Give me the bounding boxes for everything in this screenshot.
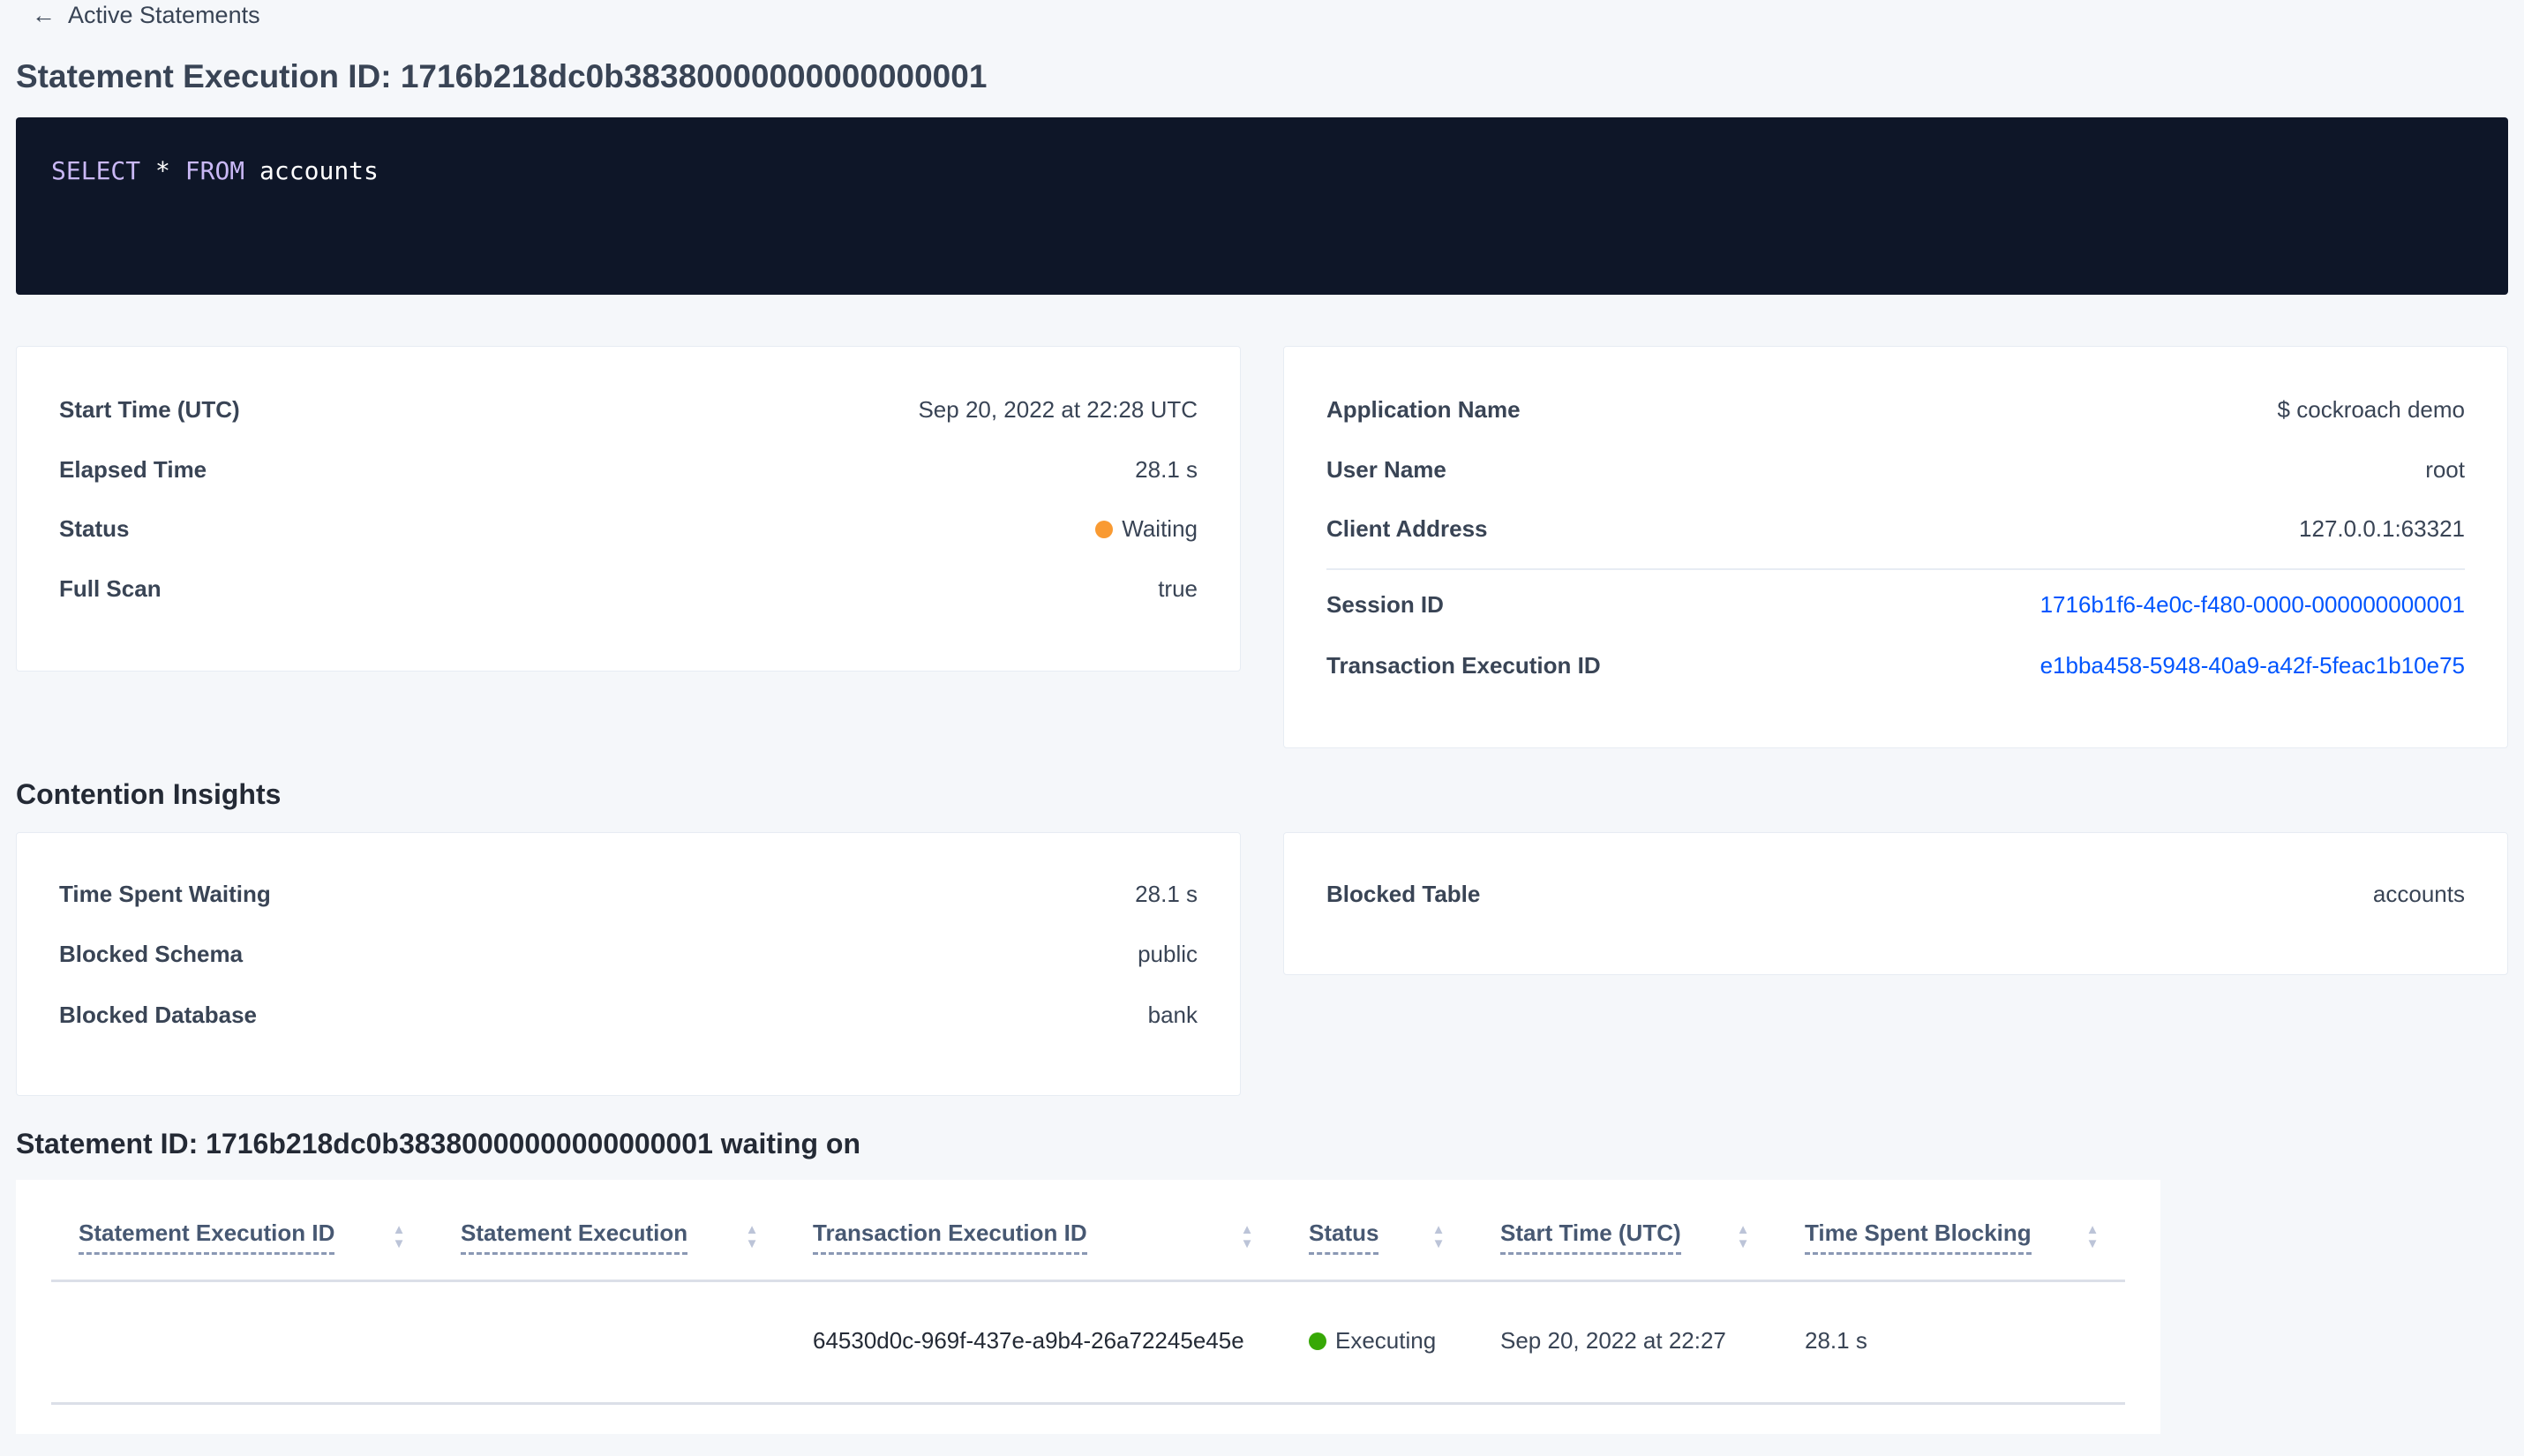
header-divider (51, 1280, 2125, 1282)
cell-time-blocking: 28.1 s (1805, 1327, 1867, 1354)
detail-label: Start Time (UTC) (59, 396, 240, 423)
section-title: Contention Insights (16, 778, 282, 810)
detail-label: Time Spent Waiting (59, 881, 271, 907)
detail-label: Blocked Schema (59, 941, 244, 967)
detail-row: Transaction Execution ID e1bba458-5948-40… (1326, 650, 2465, 680)
detail-row: Session ID 1716b1f6-4e0c-f480-0000-000000… (1326, 589, 2465, 619)
detail-row: Blocked Database bank (59, 1000, 1198, 1030)
detail-value: true (1158, 575, 1198, 602)
sql-table: accounts (259, 156, 379, 185)
detail-row: Start Time (UTC) Sep 20, 2022 at 22:28 UT… (59, 394, 1198, 424)
transaction-id-link[interactable]: e1bba458-5948-40a9-a42f-5feac1b10e75 (2039, 652, 2465, 679)
detail-row: Elapsed Time 28.1 s (59, 454, 1198, 484)
detail-label: User Name (1326, 456, 1446, 483)
contention-card-right: Blocked Table accounts (1283, 832, 2508, 975)
waiting-table (16, 1180, 2160, 1434)
column-header[interactable]: Transaction Execution ID (813, 1220, 1087, 1255)
arrow-left-icon: ← (32, 2, 56, 28)
status-text: Executing (1335, 1327, 1437, 1354)
detail-value: 28.1 s (1135, 881, 1198, 907)
column-header[interactable]: Status (1309, 1220, 1379, 1255)
column-header[interactable]: Time Spent Blocking (1805, 1220, 2032, 1255)
detail-value: accounts (2372, 881, 2465, 907)
sql-keyword: FROM (184, 156, 245, 185)
detail-value: root (2425, 456, 2465, 483)
detail-value: 28.1 s (1135, 456, 1198, 483)
detail-label: Client Address (1326, 515, 1488, 542)
detail-label: Application Name (1326, 396, 1521, 423)
sql-star: * (155, 156, 170, 185)
detail-row: User Name root (1326, 454, 2465, 484)
detail-value: 127.0.0.1:63321 (2299, 515, 2465, 542)
detail-row: Full Scan true (59, 574, 1198, 604)
detail-label: Session ID (1326, 591, 1444, 618)
status-badge: Waiting (1095, 514, 1198, 544)
detail-label: Full Scan (59, 575, 162, 602)
details-card-right: Application Name $ cockroach demo User Na… (1283, 346, 2508, 748)
divider (1326, 568, 2465, 570)
detail-label: Blocked Database (59, 1002, 257, 1028)
sql-keyword: SELECT (51, 156, 141, 185)
row-divider (51, 1402, 2125, 1405)
session-id-link[interactable]: 1716b1f6-4e0c-f480-0000-000000000001 (2039, 591, 2465, 618)
sort-icon[interactable]: ▲ ▼ (392, 1222, 406, 1251)
sql-code-block: SELECT * FROM accounts (16, 117, 2508, 295)
sort-icon[interactable]: ▲ ▼ (1431, 1222, 1446, 1251)
column-header[interactable]: Statement Execution (461, 1220, 688, 1255)
detail-label: Blocked Table (1326, 881, 1481, 907)
detail-value: $ cockroach demo (2277, 396, 2465, 423)
cell-status: Executing (1309, 1327, 1436, 1355)
status-text: Waiting (1122, 515, 1198, 542)
detail-row: Blocked Table accounts (1326, 879, 2465, 909)
cell-txn-exec-id: 64530d0c-969f-437e-a9b4-26a72245e45e (813, 1327, 1244, 1354)
detail-row: Client Address 127.0.0.1:63321 (1326, 514, 2465, 544)
column-header[interactable]: Start Time (UTC) (1500, 1220, 1681, 1255)
back-link[interactable]: ← Active Statements (32, 2, 260, 28)
waiting-title: Statement ID: 1716b218dc0b38380000000000… (16, 1128, 860, 1160)
detail-value: bank (1147, 1002, 1198, 1028)
sort-icon[interactable]: ▲ ▼ (745, 1222, 759, 1251)
sort-icon[interactable]: ▲ ▼ (2085, 1222, 2100, 1251)
detail-label: Status (59, 515, 130, 542)
detail-value: public (1138, 941, 1198, 967)
detail-row: Blocked Schema public (59, 939, 1198, 969)
column-header[interactable]: Statement Execution ID (79, 1220, 335, 1255)
detail-label: Transaction Execution ID (1326, 652, 1601, 679)
detail-row: Application Name $ cockroach demo (1326, 394, 2465, 424)
detail-label: Elapsed Time (59, 456, 207, 483)
sort-icon[interactable]: ▲ ▼ (1736, 1222, 1750, 1251)
sort-icon[interactable]: ▲ ▼ (1240, 1222, 1254, 1251)
details-card-left: Start Time (UTC) Sep 20, 2022 at 22:28 UT… (16, 346, 1241, 672)
contention-card-left: Time Spent Waiting 28.1 s Blocked Schema p… (16, 832, 1241, 1096)
detail-row: Status Waiting (59, 514, 1198, 544)
status-dot-icon (1309, 1332, 1326, 1350)
status-dot-icon (1095, 521, 1114, 538)
cell-start-time: Sep 20, 2022 at 22:27 (1500, 1327, 1726, 1354)
detail-row: Time Spent Waiting 28.1 s (59, 879, 1198, 909)
page-title: Statement Execution ID: 1716b218dc0b3838… (16, 58, 988, 94)
detail-value: Sep 20, 2022 at 22:28 UTC (918, 396, 1198, 423)
